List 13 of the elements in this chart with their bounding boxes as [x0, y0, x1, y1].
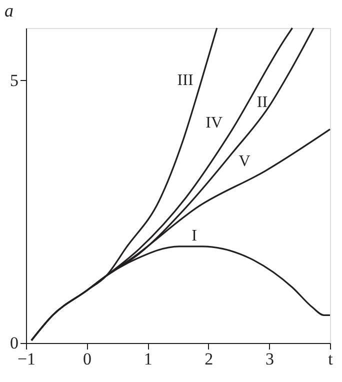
series-label: IV — [206, 114, 223, 132]
x-tick-label: 1 — [144, 350, 152, 368]
x-tick-label: t — [328, 350, 334, 368]
series-label: I — [192, 227, 197, 244]
x-tick-label: 2 — [204, 350, 214, 368]
y-axis-title: a — [4, 0, 14, 20]
x-tick-label: −1 — [17, 350, 36, 368]
x-tick-label: 0 — [83, 350, 92, 368]
x-tick-label: 3 — [265, 350, 274, 368]
series-label: III — [177, 72, 194, 89]
series-label: II — [256, 94, 268, 112]
series-label: V — [238, 152, 251, 170]
y-tick-label: 5 — [10, 71, 18, 90]
